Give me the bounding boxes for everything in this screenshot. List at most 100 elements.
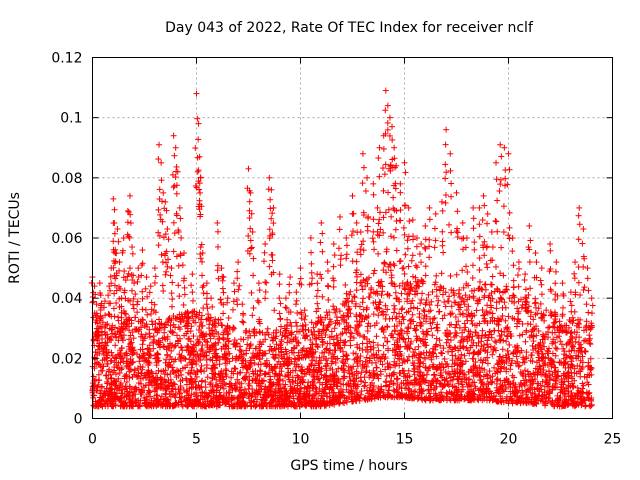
data-point-streak: [168, 290, 175, 297]
data-point-streak: [152, 273, 159, 280]
data-point-streak: [181, 284, 188, 291]
data-point: [343, 352, 350, 359]
data-point: [412, 388, 419, 395]
data-point-streak: [199, 258, 206, 265]
data-point: [310, 324, 317, 331]
data-point-peak: [386, 114, 393, 121]
data-point-streak: [440, 249, 447, 256]
data-point-streak: [214, 228, 221, 235]
data-point: [399, 305, 406, 312]
data-point-streak: [197, 189, 204, 196]
data-point-streak: [134, 298, 141, 305]
data-point-streak: [350, 228, 357, 235]
data-point-streak: [375, 250, 382, 257]
data-point-streak: [180, 301, 187, 308]
data-point-streak: [348, 232, 355, 239]
data-point-streak: [142, 285, 149, 292]
data-point: [447, 311, 454, 318]
data-point-peak: [297, 265, 304, 272]
data-point: [291, 384, 298, 391]
data-point-streak: [144, 311, 151, 318]
data-point: [461, 352, 468, 359]
data-point: [435, 308, 442, 315]
data-point-streak: [126, 265, 133, 272]
data-point-streak: [170, 248, 177, 255]
data-point-streak: [130, 305, 137, 312]
data-point: [396, 282, 403, 289]
data-point-peak: [349, 192, 356, 199]
data-point-streak: [393, 247, 400, 254]
data-point: [212, 340, 219, 347]
data-point-streak: [381, 171, 388, 178]
data-marks: [88, 87, 596, 410]
data-point: [495, 327, 502, 334]
data-point-peak: [156, 141, 163, 148]
data-point-peak: [220, 274, 227, 281]
data-point: [488, 379, 495, 386]
data-point-streak: [250, 272, 257, 279]
data-point-streak: [325, 296, 332, 303]
data-point-streak: [171, 182, 178, 189]
data-point: [173, 332, 180, 339]
data-point: [502, 317, 509, 324]
data-point-streak: [255, 299, 262, 306]
data-point: [167, 371, 174, 378]
data-point-peak: [287, 274, 294, 281]
data-point-streak: [212, 324, 219, 331]
data-point: [472, 329, 479, 336]
data-point-streak: [276, 295, 283, 302]
data-point: [514, 305, 521, 312]
data-point-streak: [369, 235, 376, 242]
data-point-streak: [250, 305, 257, 312]
data-point-streak: [476, 266, 483, 273]
data-point-streak: [375, 155, 382, 162]
data-point-streak: [146, 289, 153, 296]
data-point-peak: [293, 289, 300, 296]
data-point: [516, 362, 523, 369]
data-point-streak: [168, 303, 175, 310]
data-point-peak: [114, 225, 121, 232]
data-point: [491, 364, 498, 371]
data-point-streak: [413, 243, 420, 250]
data-point: [198, 362, 205, 369]
data-point: [545, 324, 552, 331]
data-point-peak: [282, 295, 289, 302]
data-point-streak: [439, 242, 446, 249]
data-point-streak: [284, 316, 291, 323]
data-point: [277, 323, 284, 330]
data-point: [399, 359, 406, 366]
data-point-streak: [397, 189, 404, 196]
data-point: [523, 349, 530, 356]
data-point-streak: [231, 325, 238, 332]
data-point-streak: [442, 175, 449, 182]
data-point: [220, 385, 227, 392]
data-point-streak: [419, 290, 426, 297]
data-point-peak: [459, 219, 466, 226]
data-point-streak: [262, 279, 269, 286]
data-point-peak: [376, 144, 383, 151]
data-point-streak: [220, 289, 227, 296]
data-point: [458, 351, 465, 358]
data-point: [405, 367, 412, 374]
data-point-peak: [168, 265, 175, 272]
data-point-streak: [370, 191, 377, 198]
data-point: [139, 364, 146, 371]
data-point: [464, 383, 471, 390]
data-point-streak: [293, 297, 300, 304]
data-point: [390, 309, 397, 316]
data-point-streak: [171, 152, 178, 159]
data-point-streak: [356, 303, 363, 310]
data-point-streak: [127, 220, 134, 227]
data-point: [466, 375, 473, 382]
data-point: [451, 360, 458, 367]
data-point-streak: [121, 310, 128, 317]
data-point: [516, 383, 523, 390]
data-point-streak: [317, 239, 324, 246]
data-point-streak: [471, 246, 478, 253]
data-point-peak: [324, 259, 331, 266]
data-point-streak: [397, 257, 404, 264]
data-point: [517, 380, 524, 387]
data-point-peak: [463, 235, 470, 241]
data-point: [328, 328, 335, 335]
data-point-streak: [397, 207, 404, 214]
